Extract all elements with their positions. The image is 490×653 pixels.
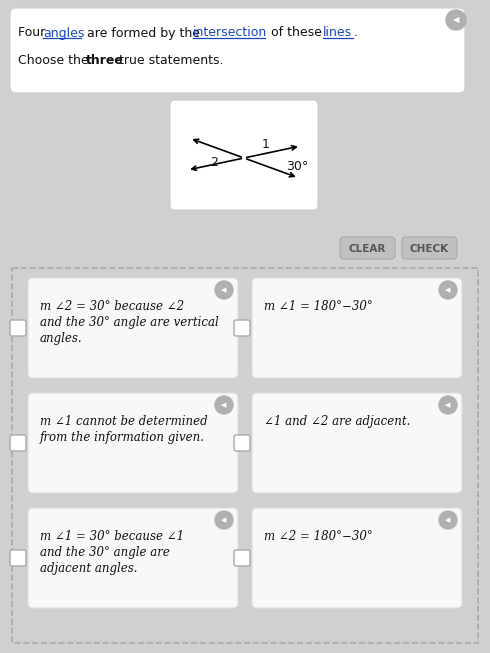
FancyBboxPatch shape xyxy=(252,393,462,493)
Text: of these: of these xyxy=(267,27,326,39)
Text: ◀: ◀ xyxy=(445,402,451,408)
Text: adjacent angles.: adjacent angles. xyxy=(40,562,138,575)
Circle shape xyxy=(446,10,466,30)
FancyBboxPatch shape xyxy=(234,320,250,336)
Circle shape xyxy=(215,511,233,529)
Text: m ∠2 = 30° because ∠2: m ∠2 = 30° because ∠2 xyxy=(40,300,184,313)
Text: angles.: angles. xyxy=(40,332,83,345)
Text: angles: angles xyxy=(43,27,84,39)
FancyBboxPatch shape xyxy=(234,550,250,566)
FancyBboxPatch shape xyxy=(28,278,238,378)
Text: ∠1 and ∠2 are adjacent.: ∠1 and ∠2 are adjacent. xyxy=(264,415,411,428)
Text: Choose the: Choose the xyxy=(18,54,93,67)
Text: .: . xyxy=(354,27,358,39)
Text: three: three xyxy=(86,54,124,67)
Text: ◀: ◀ xyxy=(445,517,451,523)
Text: ◀: ◀ xyxy=(453,16,459,25)
FancyBboxPatch shape xyxy=(10,435,26,451)
Text: CHECK: CHECK xyxy=(410,244,448,254)
Text: 30°: 30° xyxy=(286,159,308,172)
FancyBboxPatch shape xyxy=(28,508,238,608)
Text: 2: 2 xyxy=(210,155,218,168)
FancyBboxPatch shape xyxy=(402,237,457,259)
Text: intersection: intersection xyxy=(193,27,267,39)
Circle shape xyxy=(439,511,457,529)
Text: ◀: ◀ xyxy=(221,517,227,523)
FancyBboxPatch shape xyxy=(252,508,462,608)
Text: m ∠1 = 30° because ∠1: m ∠1 = 30° because ∠1 xyxy=(40,530,184,543)
Circle shape xyxy=(439,281,457,299)
Circle shape xyxy=(439,396,457,414)
Text: are formed by the: are formed by the xyxy=(83,27,204,39)
FancyBboxPatch shape xyxy=(234,435,250,451)
FancyBboxPatch shape xyxy=(170,100,318,210)
Text: ◀: ◀ xyxy=(445,287,451,293)
Text: and the 30° angle are: and the 30° angle are xyxy=(40,546,170,559)
FancyBboxPatch shape xyxy=(252,278,462,378)
FancyBboxPatch shape xyxy=(28,393,238,493)
Text: m ∠1 = 180°−30°: m ∠1 = 180°−30° xyxy=(264,300,373,313)
Circle shape xyxy=(215,281,233,299)
Text: lines: lines xyxy=(323,27,352,39)
Text: ◀: ◀ xyxy=(221,287,227,293)
Text: m ∠1 cannot be determined: m ∠1 cannot be determined xyxy=(40,415,208,428)
Text: 1: 1 xyxy=(262,138,270,150)
Text: and the 30° angle are vertical: and the 30° angle are vertical xyxy=(40,316,219,329)
Text: CLEAR: CLEAR xyxy=(348,244,386,254)
Text: ◀: ◀ xyxy=(221,402,227,408)
Circle shape xyxy=(215,396,233,414)
FancyBboxPatch shape xyxy=(10,8,465,93)
Text: Four: Four xyxy=(18,27,49,39)
Text: true statements.: true statements. xyxy=(115,54,223,67)
Text: m ∠2 = 180°−30°: m ∠2 = 180°−30° xyxy=(264,530,373,543)
Text: from the information given.: from the information given. xyxy=(40,431,205,444)
FancyBboxPatch shape xyxy=(10,320,26,336)
FancyBboxPatch shape xyxy=(340,237,395,259)
Bar xyxy=(12,268,478,643)
FancyBboxPatch shape xyxy=(10,550,26,566)
